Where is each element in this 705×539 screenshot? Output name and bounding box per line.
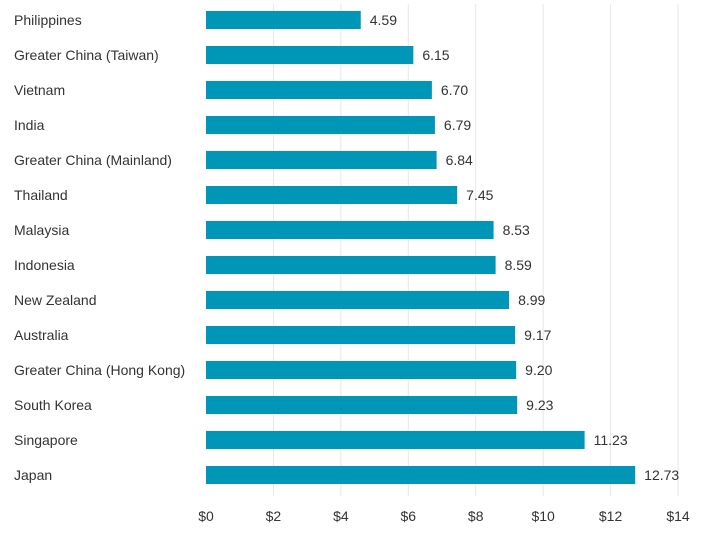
category-label: Vietnam [14,82,65,98]
category-label: South Korea [14,397,92,413]
x-tick-label: $8 [468,508,484,524]
bar [206,431,585,449]
category-label: Australia [14,327,69,343]
bar [206,466,636,484]
bar [206,361,517,379]
data-label: 8.59 [505,257,532,273]
data-label: 6.79 [444,117,471,133]
category-label: Singapore [14,432,78,448]
category-label: Indonesia [14,257,75,273]
x-tick-label: $10 [531,508,555,524]
x-axis-tick-labels: $0 $2 $4 $6 $8 $10 $12 $14 [198,508,690,524]
category-label: Greater China (Hong Kong) [14,362,185,378]
category-label: Greater China (Mainland) [14,152,172,168]
x-tick-label: $4 [333,508,349,524]
category-label: Thailand [14,187,68,203]
category-label: Greater China (Taiwan) [14,47,159,63]
data-label: 6.15 [422,47,449,63]
bar [206,186,458,204]
x-tick-label: $12 [599,508,623,524]
data-label: 9.23 [526,397,553,413]
bar [206,396,518,414]
bar [206,11,361,29]
category-label: Japan [14,467,52,483]
data-label: 8.53 [503,222,530,238]
x-tick-label: $14 [666,508,690,524]
bar [206,256,496,274]
x-tick-label: $6 [400,508,416,524]
data-label: 7.45 [466,187,493,203]
bar [206,46,414,64]
x-tick-label: $2 [266,508,282,524]
data-label: 12.73 [644,467,679,483]
data-label: 6.70 [441,82,468,98]
bar [206,326,516,344]
bar [206,221,494,239]
category-label: Philippines [14,12,82,28]
category-labels: Philippines Greater China (Taiwan) Vietnam… [14,12,185,483]
gridlines [272,4,679,496]
bar [206,116,435,134]
data-label: 6.84 [446,152,473,168]
value-labels: 4.59 6.15 6.70 6.79 6.84 7.45 8.53 8.59 8.99 9.17… [370,12,680,483]
bar [206,81,432,99]
category-label: India [14,117,45,133]
data-label: 4.59 [370,12,397,28]
data-label: 11.23 [594,432,628,448]
category-label: New Zealand [14,292,97,308]
bar [206,151,437,169]
category-label: Malaysia [14,222,69,238]
data-label: 9.20 [525,362,552,378]
x-tick-label: $0 [198,508,214,524]
data-label: 8.99 [518,292,545,308]
bars [206,11,636,484]
data-label: 9.17 [524,327,551,343]
bar [206,291,510,309]
